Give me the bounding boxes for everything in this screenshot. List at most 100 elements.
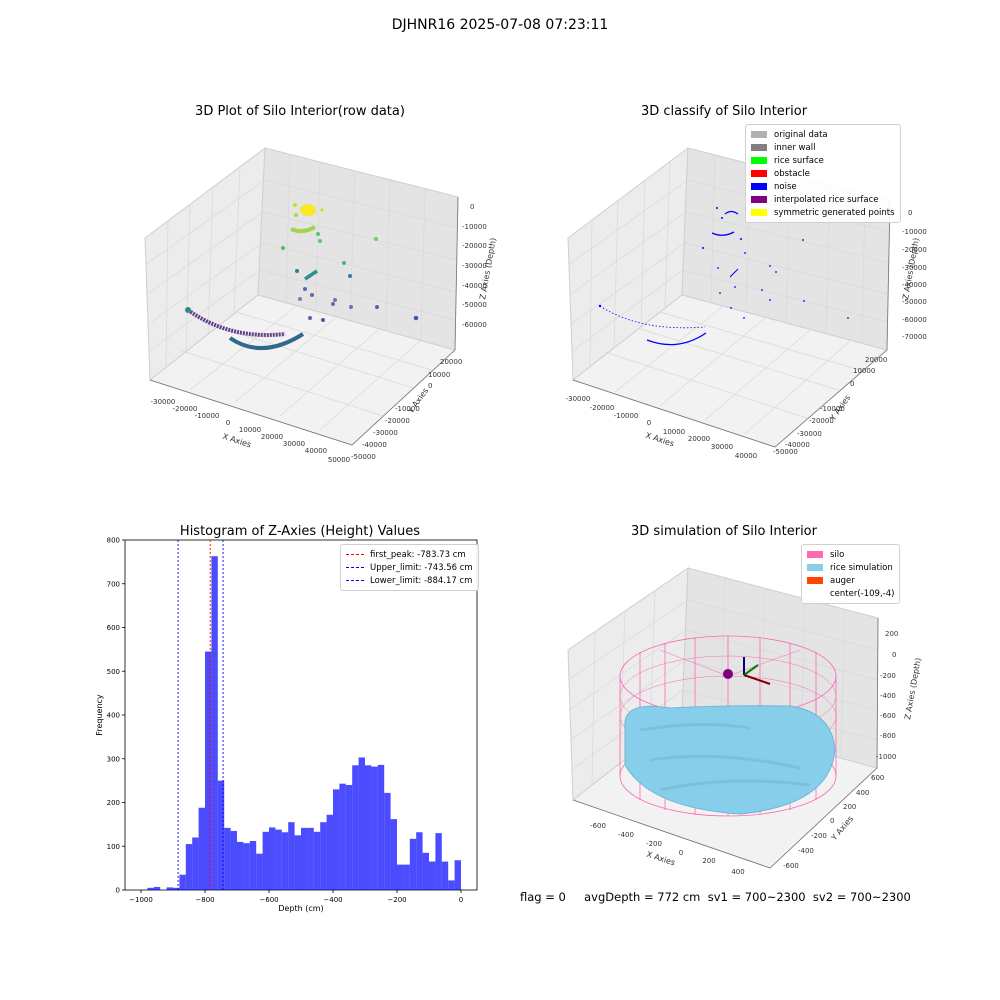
legend-line <box>346 567 364 568</box>
sim-z-tick: -200 <box>880 672 896 680</box>
legend-label: obstacle <box>774 169 810 179</box>
histogram-bar <box>263 832 269 890</box>
legend-swatch <box>807 551 823 558</box>
raw-y-tick: 10000 <box>428 371 450 379</box>
raw-x-tick: 40000 <box>305 447 327 455</box>
histogram-bar <box>435 833 441 890</box>
histogram-y-label: Frequency <box>95 694 104 736</box>
raw-x-tick: 20000 <box>261 433 283 441</box>
simulation-3d-plot: -600 -400 -200 0 200 400 X Axies 600 400… <box>500 500 1000 1000</box>
histogram-bar <box>333 789 339 890</box>
legend-label: interpolated rice surface <box>774 195 879 205</box>
sim-x-tick: 200 <box>702 857 715 865</box>
classify-x-tick: 30000 <box>711 443 733 451</box>
raw-y-tick: -30000 <box>373 429 398 437</box>
classify-x-tick: -10000 <box>614 412 639 420</box>
histogram-bar <box>391 819 397 890</box>
y-tick-label: 800 <box>107 537 120 545</box>
sim-x-tick: 0 <box>679 849 683 857</box>
histogram-x-label: Depth (cm) <box>278 904 323 913</box>
classify-x-tick: 40000 <box>735 452 757 460</box>
classify-legend: original data inner wall rice surface ob… <box>745 124 901 223</box>
histogram-bar <box>211 556 217 890</box>
histogram-bar <box>256 854 262 890</box>
classify-z-tick: 0 <box>908 209 912 217</box>
histogram-bar <box>186 844 192 890</box>
histogram-bar <box>295 835 301 890</box>
legend-swatch <box>751 209 767 216</box>
sim-z-tick: -600 <box>880 712 896 720</box>
raw-3d-plot: -30000 -20000 -10000 0 10000 20000 30000… <box>0 0 500 500</box>
sim-x-tick: -200 <box>646 840 662 848</box>
raw-x-tick: 30000 <box>283 440 305 448</box>
legend-item: Lower_limit: -884.17 cm <box>346 574 473 587</box>
classify-y-tick: -50000 <box>773 448 798 456</box>
legend-item: obstacle <box>751 167 895 180</box>
histogram-bar <box>231 831 237 890</box>
y-tick-label: 700 <box>107 580 120 588</box>
raw-z-axis: 0 -10000 -20000 -30000 -40000 -50000 -60… <box>455 197 498 350</box>
histogram-bar <box>307 828 313 890</box>
histogram-bar <box>288 822 294 890</box>
histogram-y-ticks: 0100200300400500600700800 <box>107 537 125 895</box>
histogram-bar <box>243 843 249 890</box>
histogram-bar <box>346 785 352 890</box>
histogram-bar <box>179 875 185 890</box>
legend-item: inner wall <box>751 141 895 154</box>
legend-item: rice simulation <box>807 561 894 574</box>
histogram-bar <box>378 765 384 890</box>
histogram-bar <box>423 853 429 890</box>
legend-label: symmetric generated points <box>774 208 895 218</box>
legend-label: Upper_limit: -743.56 cm <box>370 563 473 573</box>
sim-z-tick: -1000 <box>876 753 896 761</box>
sim-y-tick: -200 <box>811 832 827 840</box>
histogram-bar <box>199 808 205 890</box>
raw-y-tick: 20000 <box>440 358 462 366</box>
histogram-x-ticks: −1000 −800 −600 −400 −200 0 <box>129 890 463 904</box>
raw-x-label: X Axies <box>221 432 252 450</box>
legend-line <box>346 580 364 581</box>
y-tick-label: 600 <box>107 624 120 632</box>
y-tick-label: 100 <box>107 843 120 851</box>
legend-item: first_peak: -783.73 cm <box>346 548 473 561</box>
classify-y-tick: 20000 <box>865 356 887 364</box>
legend-item: interpolated rice surface <box>751 193 895 206</box>
sim-z-tick: 200 <box>885 630 898 638</box>
raw-y-tick: 0 <box>428 382 432 390</box>
histogram-bar <box>167 887 173 890</box>
histogram-bar <box>147 888 153 890</box>
histogram-bar <box>250 841 256 890</box>
sim-y-tick: 0 <box>830 817 834 825</box>
legend-label: Lower_limit: -884.17 cm <box>370 576 472 586</box>
sim-y-tick: -600 <box>783 862 799 870</box>
legend-item: Upper_limit: -743.56 cm <box>346 561 473 574</box>
legend-line <box>346 554 364 555</box>
legend-label: center(-109,-4) <box>830 589 894 599</box>
legend-swatch <box>751 196 767 203</box>
raw-y-tick: -50000 <box>351 453 376 461</box>
legend-label: inner wall <box>774 143 815 153</box>
legend-item: symmetric generated points <box>751 206 895 219</box>
y-tick-label: 200 <box>107 799 120 807</box>
x-tick-label: −600 <box>259 896 278 904</box>
y-tick-label: 0 <box>116 887 120 895</box>
legend-swatch <box>807 577 823 584</box>
histogram-bar <box>359 757 365 890</box>
sim-z-axis: 200 0 -200 -400 -600 -800 -1000 Z Axies … <box>876 618 923 768</box>
classify-x-tick: 10000 <box>663 428 685 436</box>
histogram-bar <box>448 880 454 890</box>
sim-z-tick: -800 <box>880 732 896 740</box>
legend-item: original data <box>751 128 895 141</box>
histogram-legend: first_peak: -783.73 cm Upper_limit: -743… <box>340 544 479 591</box>
histogram-bar <box>397 865 403 890</box>
raw-z-tick: -10000 <box>462 223 487 231</box>
raw-top-cluster <box>300 204 316 216</box>
histogram-bar <box>224 828 230 890</box>
histogram-bar <box>275 830 281 890</box>
y-tick-label: 300 <box>107 755 120 763</box>
legend-item: auger <box>807 574 894 587</box>
histogram-bar <box>352 765 358 890</box>
x-tick-label: −400 <box>323 896 342 904</box>
histogram-bar <box>282 832 288 890</box>
histogram-bar <box>339 784 345 890</box>
